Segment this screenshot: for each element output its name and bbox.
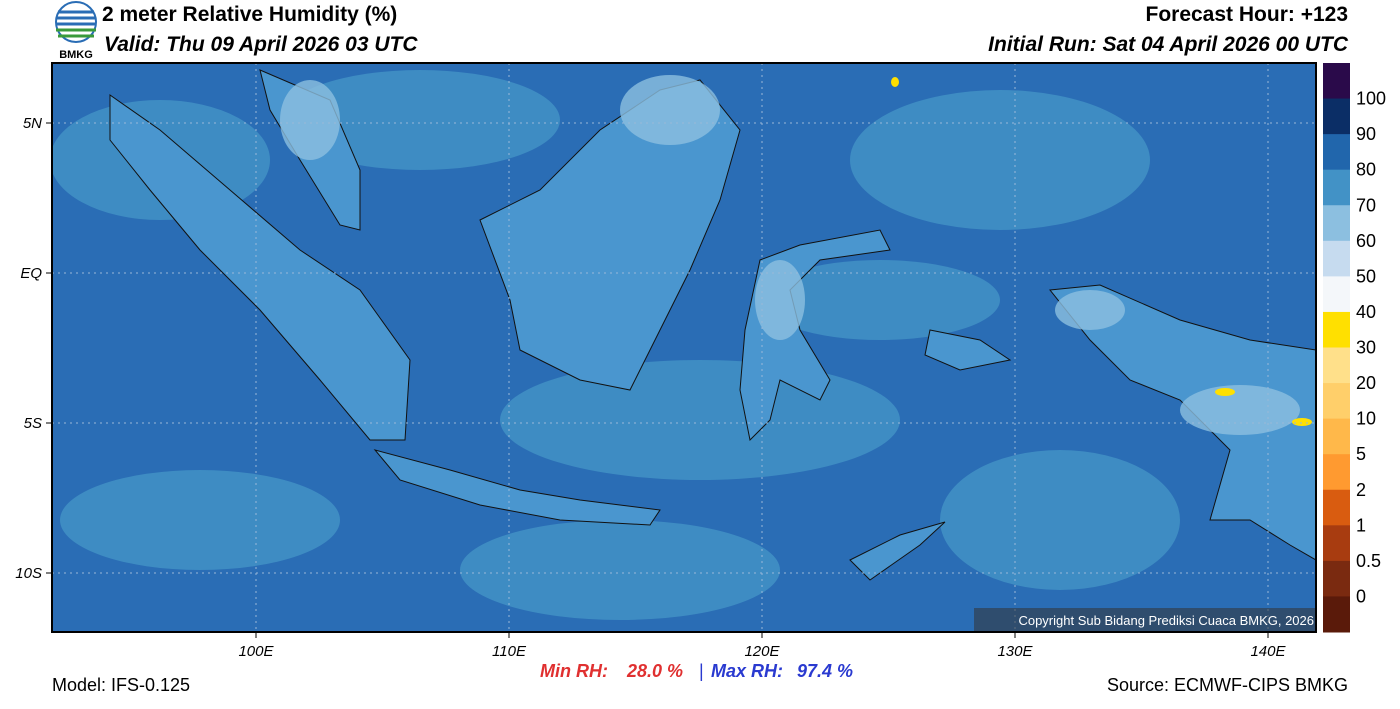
lat-label: 5S	[24, 415, 42, 432]
colorbar: 100 90 80 70 60 50 40 30 20 10 5 2 1 0.5 0	[1323, 63, 1386, 633]
title: 2 meter Relative Humidity (%)	[102, 3, 397, 26]
lat-label: 10S	[15, 565, 42, 582]
source: Source: ECMWF-CIPS BMKG	[1107, 675, 1348, 695]
colorbar-box	[1323, 311, 1350, 348]
colorbar-box	[1323, 560, 1350, 597]
valid-time: Valid: Thu 09 April 2026 03 UTC	[104, 33, 418, 56]
lat-label: EQ	[20, 265, 42, 282]
colorbar-box	[1323, 347, 1350, 384]
lon-label: 120E	[744, 643, 780, 660]
lon-label: 130E	[997, 643, 1033, 660]
colorbar-label: 50	[1356, 266, 1376, 286]
colorbar-box	[1323, 98, 1350, 135]
colorbar-box	[1323, 134, 1350, 171]
logo: BMKG	[55, 1, 97, 61]
lat-label: 5N	[23, 115, 42, 132]
colorbar-label: 100	[1356, 89, 1386, 109]
colorbar-label: 2	[1356, 480, 1366, 500]
colorbar-box	[1323, 240, 1350, 277]
map: Copyright Sub Bidang Prediksi Cuaca BMKG…	[52, 63, 1316, 632]
forecast-hour: Forecast Hour: +123	[1146, 3, 1349, 26]
max-value: 97.4 %	[797, 661, 853, 681]
initial-run: Initial Run: Sat 04 April 2026 00 UTC	[988, 33, 1349, 56]
min-label: Min RH:	[540, 661, 608, 681]
colorbar-label: 30	[1356, 338, 1376, 358]
colorbar-label: 0	[1356, 586, 1366, 606]
colorbar-box	[1323, 383, 1350, 420]
colorbar-box	[1323, 525, 1350, 562]
min-value: 28.0 %	[626, 661, 683, 681]
colorbar-box	[1323, 63, 1350, 100]
colorbar-label: 70	[1356, 195, 1376, 215]
colorbar-label: 60	[1356, 231, 1376, 251]
lon-label: 110E	[492, 643, 527, 660]
lon-label: 140E	[1250, 643, 1286, 660]
lon-label: 100E	[238, 643, 274, 660]
separator: |	[699, 661, 704, 681]
colorbar-box	[1323, 418, 1350, 455]
model: Model: IFS-0.125	[52, 675, 190, 695]
colorbar-label: 10	[1356, 409, 1376, 429]
colorbar-box	[1323, 169, 1350, 206]
axis-labels: 5N EQ 5S 10S 100E 110E 120E 130E 140E	[15, 115, 1286, 660]
logo-text: BMKG	[59, 49, 93, 61]
colorbar-label: 80	[1356, 160, 1376, 180]
colorbar-box	[1323, 454, 1350, 491]
colorbar-label: 5	[1356, 444, 1366, 464]
colorbar-box	[1323, 489, 1350, 526]
colorbar-box	[1323, 276, 1350, 313]
colorbar-box	[1323, 596, 1350, 633]
max-label: Max RH:	[711, 661, 783, 681]
colorbar-label: 40	[1356, 302, 1376, 322]
graticule	[52, 63, 1316, 632]
colorbar-label: 0.5	[1356, 551, 1381, 571]
colorbar-box	[1323, 205, 1350, 242]
copyright: Copyright Sub Bidang Prediksi Cuaca BMKG…	[1018, 613, 1314, 628]
colorbar-label: 1	[1356, 515, 1366, 535]
colorbar-label: 20	[1356, 373, 1376, 393]
colorbar-label: 90	[1356, 124, 1376, 144]
